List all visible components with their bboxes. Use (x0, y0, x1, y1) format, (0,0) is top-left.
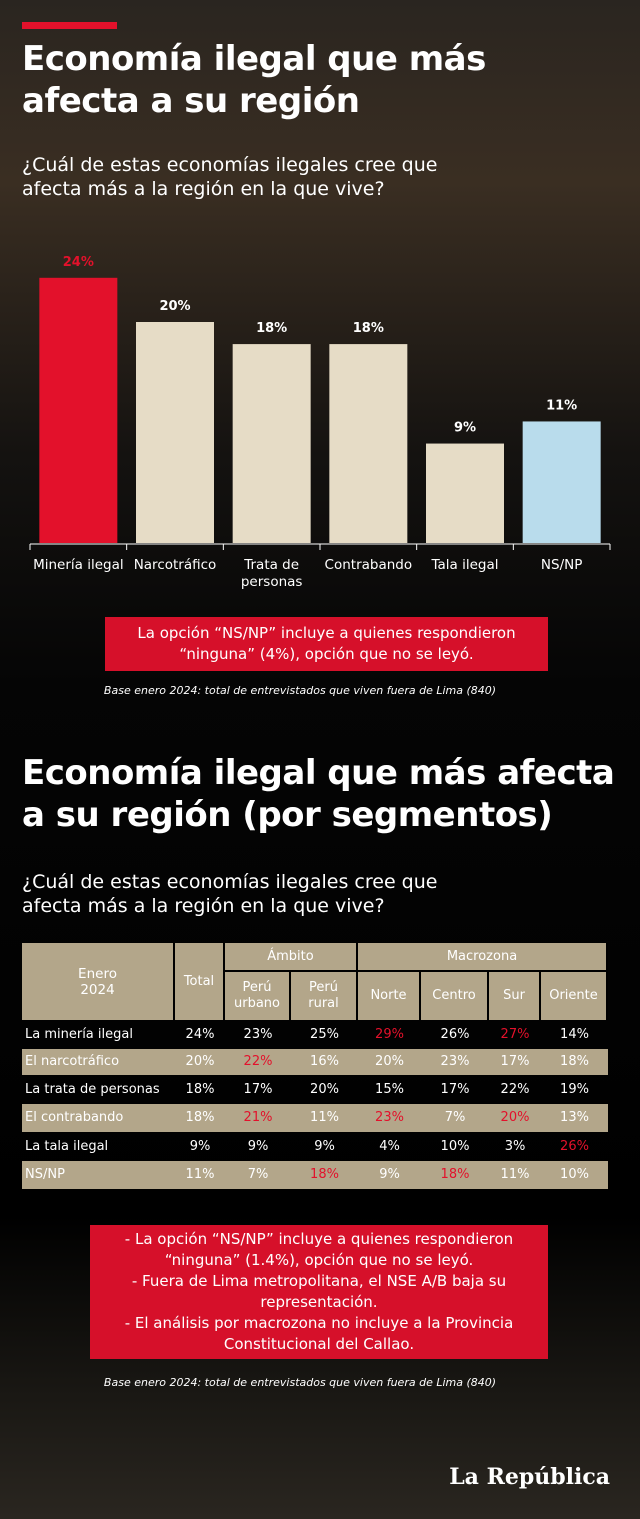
bar (39, 277, 118, 543)
table-value: 26% (560, 1138, 589, 1154)
header-column: Centro (421, 972, 489, 1020)
segments-notes: - La opción “NS/NP” incluye a quienes re… (90, 1225, 548, 1359)
table-value: 22% (225, 1049, 291, 1075)
header-column: Norte (358, 972, 421, 1020)
x-label-box: Minería ilegal (33, 557, 124, 573)
x-label-box: Narcotráfico (133, 557, 217, 573)
x-label-box: Contrabando (324, 557, 413, 573)
header-column: Oriente (541, 972, 608, 1020)
table-value: 18% (541, 1049, 608, 1075)
table-value: 18% (175, 1104, 225, 1132)
table-value: 18% (185, 1081, 215, 1097)
brand-logo: La República (449, 1464, 610, 1490)
table-value: 13% (541, 1104, 608, 1132)
table-value: 15% (375, 1081, 404, 1097)
bar (522, 421, 601, 543)
header-column: Perú rural (291, 972, 358, 1020)
row-label: NS/NP (22, 1161, 175, 1189)
table-value: 29% (375, 1027, 404, 1042)
bar (232, 344, 311, 543)
x-tick-label: Contrabando (324, 557, 413, 573)
table-value: 11% (175, 1161, 225, 1189)
x-label-box: NS/NP (540, 557, 583, 573)
header-corner: Enero 2024 (22, 943, 175, 1020)
note-line: - Fuera de Lima metropolitana, el NSE A/… (131, 1272, 507, 1311)
table-value: 11% (291, 1104, 358, 1132)
table-value: 10% (541, 1161, 608, 1189)
row-label: La tala ilegal (25, 1138, 109, 1154)
bar (136, 322, 214, 543)
table-value: 26% (440, 1027, 470, 1042)
row-label: El narcotráfico (22, 1049, 175, 1075)
table-value: 14% (560, 1027, 589, 1042)
segments-table: Enero 2024 Total Ámbito Perú urbano Perú rur… (22, 943, 608, 1191)
x-label-box: Tala ilegal (431, 557, 499, 573)
table-value: 4% (379, 1138, 400, 1154)
x-tick-label: Minería ilegal (33, 557, 124, 573)
table-value: 17% (440, 1081, 470, 1097)
table-value: 23% (358, 1104, 421, 1132)
table-value: 20% (175, 1049, 225, 1075)
table-value: 17% (489, 1049, 541, 1075)
value-label: 20% (159, 299, 190, 314)
value-label: 18% (353, 321, 384, 336)
row-label: La trata de personas (25, 1081, 160, 1097)
bar (329, 344, 408, 543)
chart-note: La opción “NS/NP” incluye a quienes resp… (105, 617, 548, 671)
header-group: Macrozona (358, 943, 608, 972)
row-label: El contrabando (22, 1104, 175, 1132)
segments-source: Base enero 2024: total de entrevistados … (103, 1376, 497, 1389)
chart-subtitle: ¿Cuál de estas economías ilegales cree q… (22, 154, 438, 200)
header-column: Perú urbano (225, 972, 291, 1020)
chart-source: Base enero 2024: total de entrevistados … (103, 684, 497, 697)
x-label-box: Trata de personas (240, 557, 303, 590)
accent-bar (22, 22, 117, 29)
header-group: Ámbito (225, 943, 358, 972)
x-tick-label: Narcotráfico (133, 557, 217, 573)
table-value: 27% (500, 1027, 530, 1042)
table-value: 20% (489, 1104, 541, 1132)
table-value: 9% (247, 1138, 269, 1154)
table-value: 22% (500, 1081, 530, 1097)
segments-subtitle: ¿Cuál de estas economías ilegales cree q… (22, 871, 438, 917)
bar (426, 443, 504, 543)
note-line: - El análisis por macrozona no incluye a… (124, 1314, 514, 1353)
table-value: 9% (358, 1161, 421, 1189)
table-value: 9% (189, 1138, 211, 1154)
header-column: Sur (489, 972, 541, 1020)
table-value: 3% (504, 1138, 526, 1154)
chart-title: Economía ilegal que más afecta a su regi… (22, 39, 486, 121)
header-total: Total (175, 943, 225, 1020)
table-value: 9% (314, 1138, 335, 1154)
table-value: 17% (243, 1081, 273, 1097)
table-value: 24% (185, 1027, 215, 1042)
value-label: 24% (63, 255, 94, 270)
bar-chart: 24% Minería ilegal 20% Narcotráfico 18% Trata… (29, 255, 611, 590)
table-value: 21% (225, 1104, 291, 1132)
table-value: 10% (440, 1138, 470, 1154)
row-label: La minería ilegal (25, 1027, 133, 1042)
table-value: 19% (560, 1081, 589, 1097)
table-value: 23% (243, 1027, 273, 1042)
note-line: - La opción “NS/NP” incluye a quienes re… (124, 1230, 514, 1269)
value-label: 9% (454, 421, 476, 436)
table-value: 18% (291, 1161, 358, 1189)
value-label: 18% (256, 321, 287, 336)
table-value: 20% (358, 1049, 421, 1075)
x-tick-label: NS/NP (540, 557, 583, 573)
segments-title: Economía ilegal que más afecta a su regi… (22, 753, 615, 835)
table-value: 25% (310, 1027, 339, 1042)
table-value: 16% (291, 1049, 358, 1075)
table-value: 20% (310, 1081, 339, 1097)
table-value: 23% (421, 1049, 489, 1075)
value-label: 11% (546, 398, 577, 413)
table-value: 11% (489, 1161, 541, 1189)
x-tick-label: Trata de personas (240, 557, 303, 590)
table-value: 18% (421, 1161, 489, 1189)
x-tick-label: Tala ilegal (431, 557, 499, 573)
table-value: 7% (225, 1161, 291, 1189)
table-value: 7% (421, 1104, 489, 1132)
